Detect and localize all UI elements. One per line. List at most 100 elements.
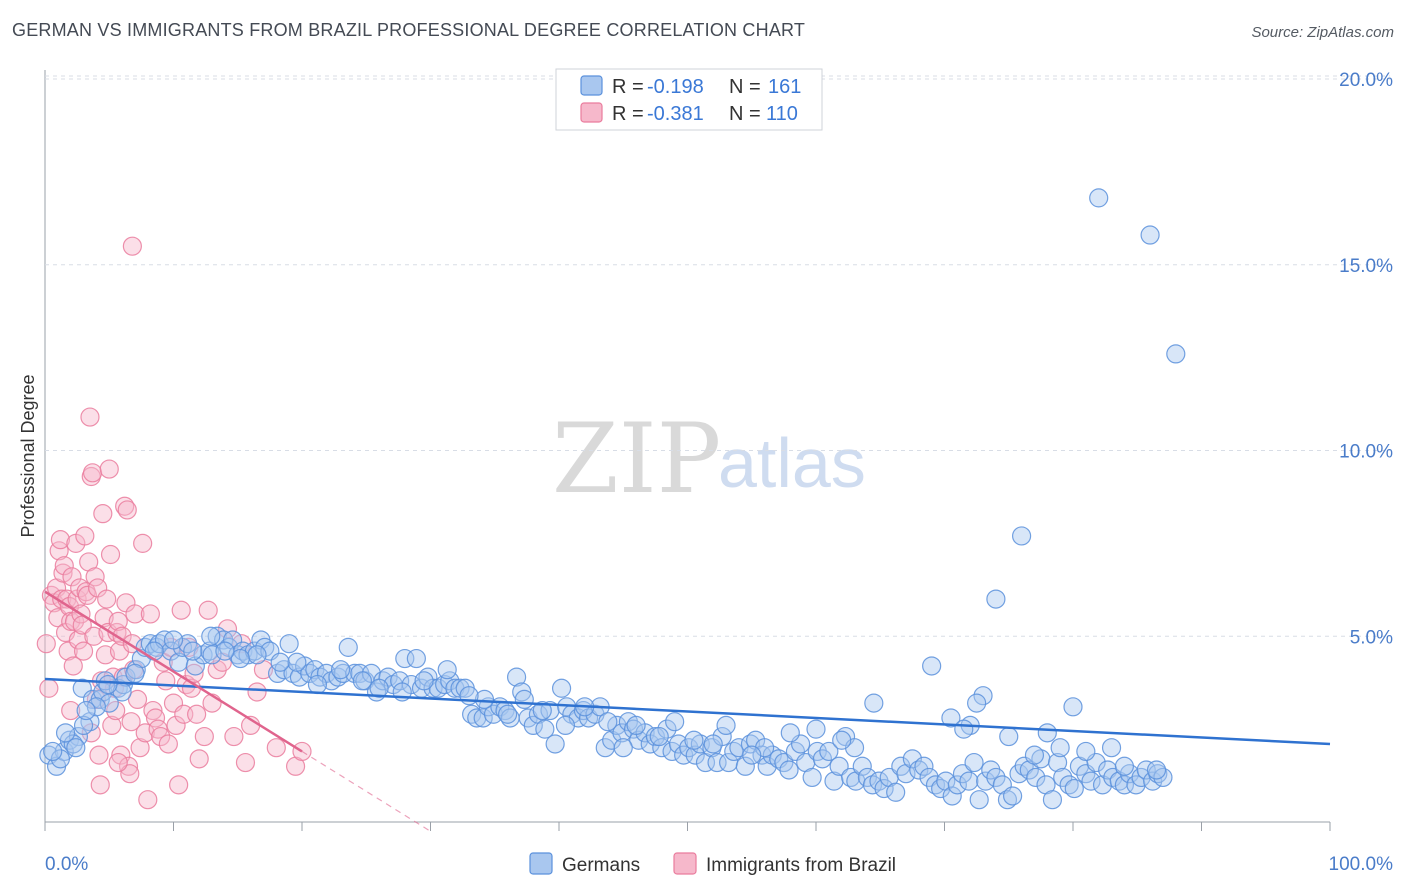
legend-n-value-2: 110 — [766, 103, 798, 125]
germans-point — [1141, 226, 1159, 244]
germans-point — [781, 724, 799, 742]
germans-point — [1043, 791, 1061, 809]
germans-point — [248, 646, 266, 664]
germans-point — [1038, 724, 1056, 742]
legend-r-value-1: -0.198 — [647, 76, 704, 98]
brazil-point — [98, 590, 116, 608]
germans-point — [1103, 739, 1121, 757]
brazil-point — [123, 237, 141, 255]
series-legend: Germans Immigrants from Brazil — [530, 853, 896, 876]
germans-point — [650, 728, 668, 746]
germans-point — [803, 768, 821, 786]
trend-line-brazil-extension — [302, 751, 431, 831]
germans-point — [556, 716, 574, 734]
legend-r-label-2: R = — [612, 103, 644, 125]
germans-point — [1167, 345, 1185, 363]
brazil-point — [170, 776, 188, 794]
germans-point — [1051, 739, 1069, 757]
brazil-point — [90, 746, 108, 764]
germans-point — [965, 754, 983, 772]
brazil-point — [267, 739, 285, 757]
germans-point — [280, 635, 298, 653]
bottom-legend-swatch-brazil — [674, 853, 696, 874]
germans-point — [968, 694, 986, 712]
germans-point — [1148, 761, 1166, 779]
germans-point — [499, 705, 517, 723]
legend-r-label-1: R = — [612, 76, 644, 98]
bottom-legend-label-germans: Germans — [562, 855, 640, 876]
watermark: ZIP atlas — [552, 403, 866, 515]
germans-point — [704, 735, 722, 753]
germans-point — [614, 739, 632, 757]
brazil-point — [141, 605, 159, 623]
brazil-point — [134, 534, 152, 552]
y-tick-label: 20.0% — [1339, 70, 1393, 91]
germans-point — [288, 653, 306, 671]
germans-point — [332, 661, 350, 679]
germans-point — [99, 676, 117, 694]
germans-point — [717, 716, 735, 734]
brazil-point — [76, 527, 94, 545]
brazil-point — [109, 754, 127, 772]
germans-point — [666, 713, 684, 731]
germans-point — [415, 672, 433, 690]
brazil-point — [157, 672, 175, 690]
germans-point — [553, 679, 571, 697]
legend-swatch-brazil — [581, 103, 602, 122]
y-axis-title: Professional Degree — [18, 374, 38, 537]
germans-point — [987, 590, 1005, 608]
germans-point — [1115, 757, 1133, 775]
germans-point — [887, 783, 905, 801]
brazil-point — [37, 635, 55, 653]
bottom-legend-swatch-germans — [530, 853, 552, 874]
brazil-point — [118, 501, 136, 519]
germans-point — [44, 742, 62, 760]
germans-point — [780, 761, 798, 779]
brazil-point — [248, 683, 266, 701]
brazil-point — [139, 791, 157, 809]
germans-point — [1004, 787, 1022, 805]
x-ticks — [45, 822, 1330, 831]
x-tick-label-max: 100.0% — [1329, 854, 1394, 875]
germans-point — [970, 791, 988, 809]
germans-point — [1090, 189, 1108, 207]
germans-point — [1077, 742, 1095, 760]
brazil-point — [188, 705, 206, 723]
germans-point — [353, 672, 371, 690]
brazil-point — [225, 728, 243, 746]
brazil-point — [102, 546, 120, 564]
germans-point — [308, 676, 326, 694]
y-tick-label: 10.0% — [1339, 442, 1393, 463]
brazil-point — [94, 505, 112, 523]
germans-point — [271, 653, 289, 671]
germans-point — [339, 638, 357, 656]
brazil-point — [84, 464, 102, 482]
germans-point — [515, 690, 533, 708]
germans-point — [145, 642, 163, 660]
germans-point — [165, 631, 183, 649]
germans-point — [923, 657, 941, 675]
gridlines — [45, 76, 1390, 636]
germans-point — [1000, 728, 1018, 746]
germans-point — [407, 650, 425, 668]
germans-point — [833, 731, 851, 749]
x-tick-label-min: 0.0% — [45, 854, 88, 875]
brazil-point — [190, 750, 208, 768]
brazil-point — [236, 754, 254, 772]
brazil-point — [172, 601, 190, 619]
watermark-atlas: atlas — [718, 424, 866, 502]
bottom-legend-label-brazil: Immigrants from Brazil — [706, 855, 896, 876]
germans-point — [1065, 780, 1083, 798]
germans-point — [743, 746, 761, 764]
legend-n-value-1: 161 — [768, 76, 801, 98]
legend-r-value-2: -0.381 — [647, 103, 704, 125]
germans-point — [184, 642, 202, 660]
germans-point — [955, 720, 973, 738]
y-tick-label: 5.0% — [1350, 627, 1393, 648]
germans-point — [960, 772, 978, 790]
germans-point — [216, 642, 234, 660]
germans-point — [67, 739, 85, 757]
germans-point — [546, 735, 564, 753]
trend-lines — [45, 592, 1330, 832]
germans-point — [685, 731, 703, 749]
